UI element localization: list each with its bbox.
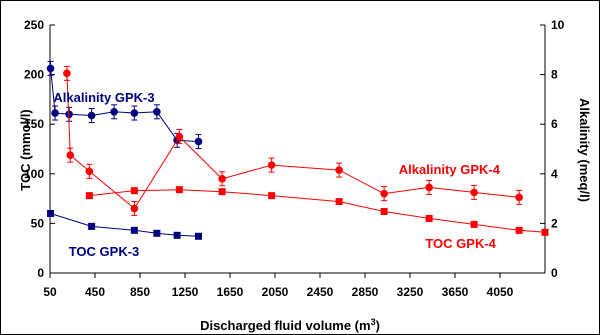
x-tick-label: 850 xyxy=(130,285,150,299)
data-point xyxy=(175,132,184,141)
data-point xyxy=(335,166,343,174)
x-tick-label: 4050 xyxy=(487,285,514,299)
y-right-tick-label: 4 xyxy=(551,167,558,181)
data-point xyxy=(66,151,75,159)
x-axis-title-tail: ) xyxy=(376,318,380,333)
x-tick-label: 2850 xyxy=(352,285,379,299)
series-label-alkalinity-gpk-4: Alkalinity GPK-4 xyxy=(399,162,501,177)
data-point xyxy=(130,187,138,195)
y-left-tick-label: 200 xyxy=(24,68,44,82)
data-point xyxy=(47,209,55,217)
y-left-tick-label: 250 xyxy=(24,18,44,32)
series-label-toc-gpk-4: TOC GPK-4 xyxy=(425,236,496,251)
y-right-tick-label: 6 xyxy=(551,117,558,131)
y-left-tick-label: 0 xyxy=(37,266,44,280)
x-tick-label: 3650 xyxy=(442,285,469,299)
data-point xyxy=(218,174,226,183)
series-toc-gpk-3 xyxy=(47,209,202,240)
data-point xyxy=(65,110,73,119)
series-label-toc-gpk-3: TOC GPK-3 xyxy=(69,244,140,259)
data-point xyxy=(173,231,181,239)
data-point xyxy=(153,229,161,237)
data-point xyxy=(110,108,118,116)
data-point xyxy=(51,109,59,117)
data-point xyxy=(194,137,203,146)
y-right-tick-label: 2 xyxy=(551,216,558,230)
x-tick-label: 3250 xyxy=(397,285,424,299)
x-tick-label: 450 xyxy=(85,285,105,299)
data-point xyxy=(130,226,138,234)
series-alkalinity-gpk-4 xyxy=(63,65,523,217)
y-right-tick-label: 10 xyxy=(551,18,565,32)
data-point xyxy=(153,108,161,116)
data-point xyxy=(46,64,55,73)
series-layer xyxy=(46,60,549,240)
x-tick-label: 1650 xyxy=(217,285,244,299)
data-point xyxy=(380,189,388,198)
y-right-tick-label: 8 xyxy=(551,68,558,82)
y-left-axis-title: TOC (mmol/l) xyxy=(18,109,33,190)
data-point xyxy=(85,192,93,200)
series-toc-gpk-4 xyxy=(85,186,549,236)
data-point xyxy=(470,220,478,228)
data-point xyxy=(267,161,276,169)
data-point xyxy=(88,222,96,230)
y-left-tick-label: 50 xyxy=(31,216,45,230)
data-point xyxy=(470,188,478,197)
data-point xyxy=(175,186,183,194)
labels-layer: Alkalinity GPK-3 TOC GPK-3 Alkalinity GPK-… xyxy=(53,90,500,259)
data-point xyxy=(63,69,71,78)
x-tick-label: 2050 xyxy=(262,285,289,299)
data-point xyxy=(268,192,276,200)
series-label-alkalinity-gpk-3: Alkalinity GPK-3 xyxy=(53,90,154,105)
x-tick-label: 1250 xyxy=(172,285,199,299)
data-point xyxy=(85,167,94,176)
data-point xyxy=(130,109,139,117)
x-axis-title: Discharged fluid volume (m3) xyxy=(200,317,380,333)
data-point xyxy=(515,193,523,202)
data-point xyxy=(195,232,202,240)
data-point xyxy=(87,111,96,120)
ticks-layer: 0 50 100 150 200 250 0 2 4 6 8 10 50 450 850 1250 1650 20… xyxy=(24,18,565,299)
y-right-tick-label: 0 xyxy=(551,266,558,280)
data-point xyxy=(425,183,433,192)
x-axis-title-superscript: 3 xyxy=(371,317,376,327)
data-point xyxy=(515,226,523,234)
data-point xyxy=(218,188,226,196)
y-right-axis-title: Alkalinity (meq/l) xyxy=(577,98,592,202)
data-point xyxy=(380,207,388,215)
data-point xyxy=(335,198,343,206)
y-left-tick-label: 100 xyxy=(24,167,44,181)
series-line-alkalinity-gpk-4 xyxy=(66,73,520,210)
series-line-toc-gpk-3 xyxy=(50,213,199,237)
x-tick-label: 2450 xyxy=(307,285,334,299)
data-point xyxy=(425,214,433,222)
data-point xyxy=(130,204,139,213)
y-left-tick-label: 150 xyxy=(24,117,44,131)
x-tick-label: 50 xyxy=(43,285,57,299)
data-point xyxy=(541,228,549,236)
x-axis-title-main: Discharged fluid volume (m xyxy=(200,318,370,333)
